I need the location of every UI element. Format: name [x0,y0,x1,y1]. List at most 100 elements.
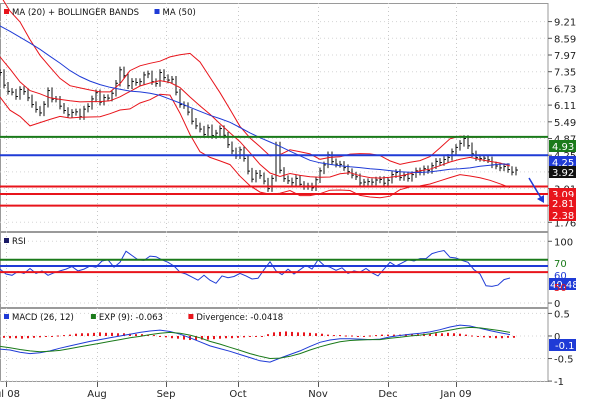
macd-histogram-bar [171,335,173,339]
macd-histogram-bar [489,335,491,338]
macd-histogram-bar [381,334,383,336]
macd-histogram-bar [27,335,29,339]
y-tick-label: 6.11 [554,101,576,112]
y-tick-label: 0.5 [554,309,570,320]
legend-swatch [154,9,160,14]
macd-histogram-bar [339,335,341,337]
macd-histogram-bar [261,335,263,337]
macd-histogram-bar [447,332,449,336]
forecast-arrow-head [537,195,544,203]
macd-histogram-bar [225,335,227,339]
legend-label: MA (50) [163,8,196,18]
macd-histogram-bar [21,335,23,339]
series-ma-20 [0,56,511,179]
series-macd [0,324,511,363]
macd-histogram-bar [327,334,329,336]
macd-histogram-bar [453,333,455,336]
macd-histogram-bar [249,335,251,337]
macd-histogram-bar [411,334,413,336]
macd-histogram-bar [165,335,167,338]
macd-histogram-bar [387,334,389,336]
macd-histogram-bar [255,335,257,337]
x-tick-label: Nov [308,389,328,400]
price-levels: 4.93 4.25 3.092.812.38 3.92 [0,135,576,222]
macd-histogram-bar [429,333,431,336]
macd-histogram-bar [213,335,215,340]
level-2.81-tag [549,197,576,209]
x-grid: Jul 08 Aug Sep Oct Nov Dec Jan 09 [0,3,472,400]
legend-swatch [4,314,9,319]
x-tick-label: Jan 09 [439,389,471,400]
macd-histogram-bar [267,334,269,336]
legend-swatch [188,314,194,319]
y-tick-label: 0 [554,332,560,343]
price-plot [0,0,518,199]
macd-histogram-bar [219,335,221,339]
macd-histogram-bar [87,333,89,336]
legend-label: RSI [12,237,26,247]
y-tick-label: 6.73 [554,84,576,95]
macd-last-tag [549,339,576,351]
macd-histogram-bar [309,332,311,336]
macd-histogram-bar [501,335,503,339]
level-2.38-tag [549,209,576,221]
macd-histogram-bar [483,335,485,338]
rsi-legend: RSI [4,237,26,247]
macd-histogram-bar [15,335,17,339]
last-price-tag [549,166,576,178]
macd-histogram-bar [33,335,35,338]
macd-histogram-bar [135,334,137,336]
legend-swatch [4,238,9,243]
forecast-arrow-shaft [528,177,542,199]
legend-label: MACD (26, 12) [12,313,74,323]
macd-histogram-bar [243,335,245,338]
macd-histogram-bar [285,331,287,336]
y-tick-label: 7.35 [554,68,576,79]
macd-histogram-bar [81,333,83,336]
legend-label: EXP (9): -0.063 [99,313,163,323]
macd-histogram-bar [477,335,479,337]
level-2.38-tag-label: 2.38 [552,211,574,222]
level-4.93-tag [549,140,576,152]
last-price-label: 3.92 [552,168,574,179]
rsi-last-tag [549,278,576,290]
macd-histogram-bar [57,335,59,337]
macd-histogram-bar [279,331,281,336]
macd-y-axis: 0.5 0 -0.5 -1 [0,309,574,388]
rsi-level-50-label: 50 [554,283,567,294]
macd-histogram-bar [141,334,143,336]
x-tick-label: Jul 08 [0,389,20,400]
macd-histogram-bar [183,335,185,340]
macd-histogram-bar [375,335,377,337]
y-tick-label: 7.97 [554,51,576,62]
y-tick-label: 100 [554,237,573,248]
macd-histogram-bar [465,334,467,336]
level-2.81-tag-label: 2.81 [552,199,574,210]
macd-histogram-bar [297,332,299,336]
macd-histogram-bar [291,331,293,336]
level-3.09-tag-label: 3.09 [552,190,574,201]
macd-histogram-bar [207,335,209,340]
macd-histogram-bar [459,333,461,336]
macd-histogram-bar [9,335,11,339]
macd-histogram-bar [153,335,155,337]
series-exp-9 [0,326,511,360]
level-4.25-tag [549,156,576,168]
macd-histogram-bar [117,333,119,336]
legend-swatch [90,314,96,319]
macd-histogram-bar [303,332,305,336]
macd-histogram-bar [345,335,347,337]
series-bb-lower [0,93,511,199]
macd-histogram-bar [435,333,437,336]
macd-histogram-bar [393,334,395,336]
rsi-level-60-label: 60 [554,271,567,282]
macd-histogram-bar [507,335,509,338]
y-tick-label: -1 [554,377,564,388]
series-ma-50 [0,25,510,174]
macd-histogram-bar [471,335,473,337]
macd-histogram-bar [99,332,101,336]
rsi-level-70-label: 70 [554,259,567,270]
macd-histogram-bar [69,334,71,336]
macd-histogram-bar [45,335,47,337]
